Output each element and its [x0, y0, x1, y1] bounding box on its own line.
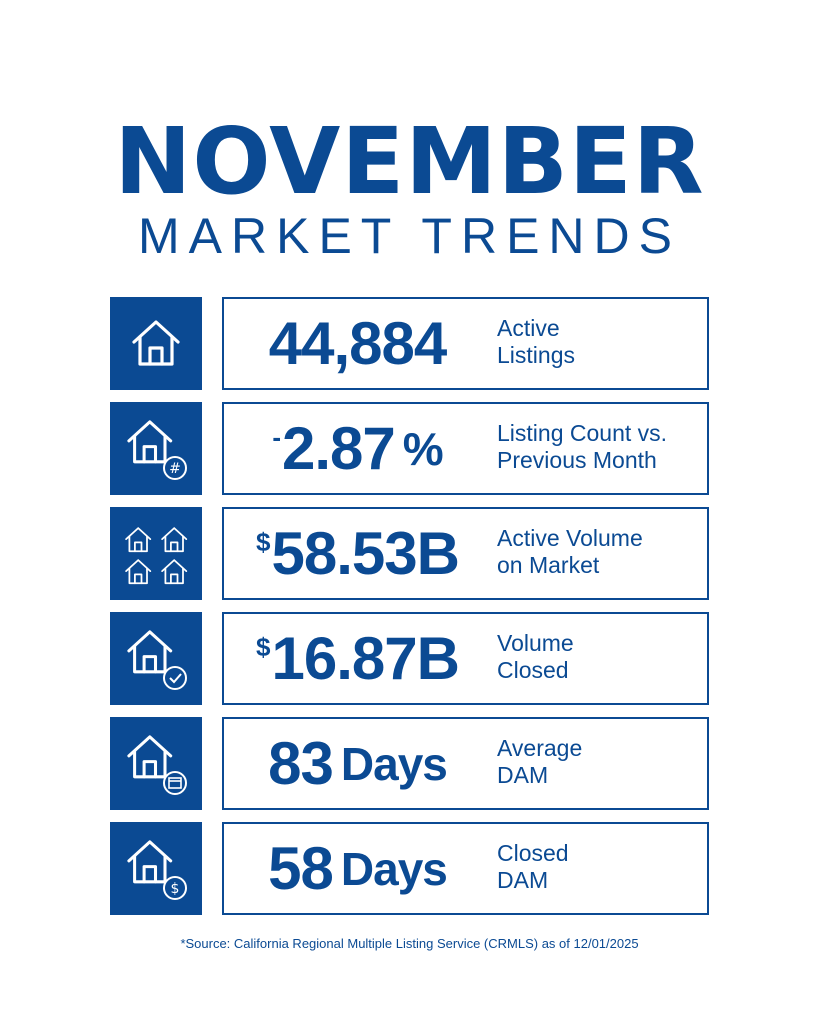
stat-row: $58.53B Active Volume on Market	[110, 507, 709, 600]
stat-value: 58	[268, 835, 334, 902]
stat-card: 83 Days Average DAM	[222, 717, 709, 810]
stat-value-group: -2.87%	[230, 404, 485, 493]
stat-value-group: 58 Days	[230, 824, 485, 913]
svg-text:#: #	[169, 461, 181, 477]
house-check-icon	[110, 612, 202, 705]
stat-label-line2: Closed	[497, 657, 569, 683]
page-title: NOVEMBER	[114, 108, 705, 215]
stat-value-group: 83 Days	[230, 719, 485, 808]
stat-value: 83	[268, 730, 334, 797]
stat-label: Volume Closed	[497, 630, 574, 684]
stat-label-line2: on Market	[497, 552, 600, 578]
stat-value-group: $16.87B	[230, 614, 485, 703]
stat-row: $16.87B Volume Closed	[110, 612, 709, 705]
stat-label-line1: Active	[497, 315, 560, 341]
stat-card: 58 Days Closed DAM	[222, 822, 709, 915]
stat-label-line2: DAM	[497, 762, 549, 788]
stat-label-line2: DAM	[497, 867, 549, 893]
house-hash-icon: #	[110, 402, 202, 495]
house-dollar-icon: $	[110, 822, 202, 915]
stat-row: # -2.87% Listing Count vs. Previous Mont…	[110, 402, 709, 495]
stat-card: 44,884 Active Listings	[222, 297, 709, 390]
stat-label-line1: Active Volume	[497, 525, 643, 551]
stat-prefix: -	[272, 422, 281, 452]
stat-label: Active Listings	[497, 315, 575, 369]
stat-label: Listing Count vs. Previous Month	[497, 420, 667, 474]
stat-value: 16.87B	[271, 625, 459, 692]
stat-suffix: Days	[340, 737, 448, 790]
stat-label: Active Volume on Market	[497, 525, 643, 579]
stat-prefix: $	[256, 527, 271, 557]
stat-suffix: %	[402, 422, 444, 475]
page-subtitle: MARKET TRENDS	[137, 208, 681, 264]
stat-label-line1: Listing Count vs.	[497, 420, 668, 446]
house-calendar-icon	[110, 717, 202, 810]
stat-value: 58.53B	[271, 520, 459, 587]
stat-label-line2: Previous Month	[497, 447, 657, 473]
stat-card: $58.53B Active Volume on Market	[222, 507, 709, 600]
source-note: *Source: California Regional Multiple Li…	[180, 936, 639, 951]
stat-row: $ 58 Days Closed DAM	[110, 822, 709, 915]
house-icon	[110, 297, 202, 390]
svg-text:$: $	[171, 881, 180, 897]
stat-label: Closed DAM	[497, 840, 569, 894]
stat-value: 44,884	[268, 310, 448, 377]
stat-label-line1: Closed	[497, 840, 569, 866]
stat-label-line2: Listings	[497, 342, 575, 368]
stat-label-line1: Average	[497, 735, 583, 761]
stat-row: 83 Days Average DAM	[110, 717, 709, 810]
stat-prefix: $	[256, 632, 271, 662]
four-houses-icon	[110, 507, 202, 600]
stat-value: 2.87	[281, 415, 396, 482]
stat-label: Average DAM	[497, 735, 582, 789]
stat-card: $16.87B Volume Closed	[222, 612, 709, 705]
stat-value-group: $58.53B	[230, 509, 485, 598]
stat-card: -2.87% Listing Count vs. Previous Month	[222, 402, 709, 495]
stat-value-group: 44,884	[230, 299, 485, 388]
stat-row: 44,884 Active Listings	[110, 297, 709, 390]
stat-label-line1: Volume	[497, 630, 574, 656]
stat-suffix: Days	[340, 842, 448, 895]
